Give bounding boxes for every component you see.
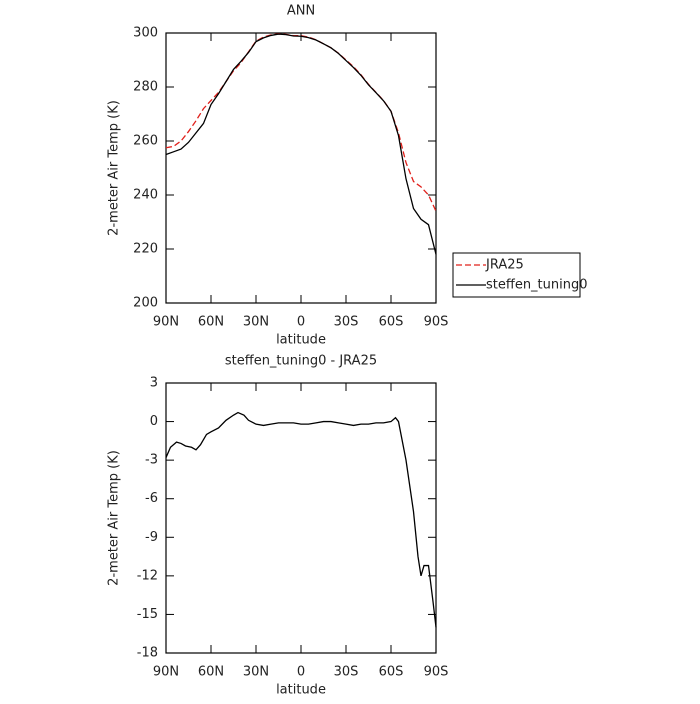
plot-frame [165,382,437,654]
y-axis-label: 2-meter Air Temp (K) [107,450,122,586]
x-tick-label: 60N [198,315,224,330]
x-tick-label: 0 [297,315,305,330]
y-tick-label: 220 [133,242,158,257]
y-tick-label: 240 [133,188,158,203]
data-line [165,33,437,212]
x-tick-label: 30S [334,665,359,680]
y-tick-label: 280 [133,80,158,95]
chart-title: steffen_tuning0 - JRA25 [225,354,377,369]
chart-title: ANN [287,4,315,19]
x-tick-label: 30N [243,315,269,330]
y-tick-label: -3 [145,453,158,468]
x-axis-label: latitude [276,333,326,348]
legend-box [452,252,581,298]
x-tick-label: 90N [153,665,179,680]
x-tick-label: 90S [424,665,449,680]
x-tick-label: 90S [424,315,449,330]
y-tick-label: -15 [137,607,158,622]
y-tick-label: -12 [137,568,158,583]
x-axis-label: latitude [276,683,326,698]
y-tick-label: 3 [150,376,158,391]
data-line [165,33,437,255]
y-tick-label: -18 [137,646,158,661]
y-tick-label: 0 [150,414,158,429]
y-tick-label: 200 [133,296,158,311]
y-tick-label: 260 [133,134,158,149]
plot-frame [165,32,437,304]
x-tick-label: 60S [379,315,404,330]
y-axis-label: 2-meter Air Temp (K) [107,100,122,236]
x-tick-label: 0 [297,665,305,680]
y-tick-label: 300 [133,26,158,41]
y-tick-label: -9 [145,530,158,545]
x-tick-label: 60S [379,665,404,680]
x-tick-label: 30S [334,315,359,330]
data-line [165,411,437,628]
x-tick-label: 90N [153,315,179,330]
x-tick-label: 60N [198,665,224,680]
x-tick-label: 30N [243,665,269,680]
legend-label: JRA25 [485,258,524,273]
legend-label: steffen_tuning0 [486,278,588,293]
y-tick-label: -6 [145,491,158,506]
